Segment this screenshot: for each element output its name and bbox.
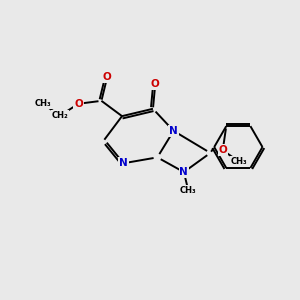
Text: O: O [103,72,112,82]
Text: N: N [119,158,128,168]
Text: CH₃: CH₃ [180,186,196,195]
Text: O: O [218,145,227,155]
Text: CH₃: CH₃ [34,99,51,108]
Text: CH₃: CH₃ [231,157,247,166]
Text: N: N [169,126,178,136]
Text: O: O [151,79,160,89]
Text: CH₂: CH₂ [52,111,69,120]
Text: N: N [179,167,188,177]
Text: O: O [74,99,83,109]
